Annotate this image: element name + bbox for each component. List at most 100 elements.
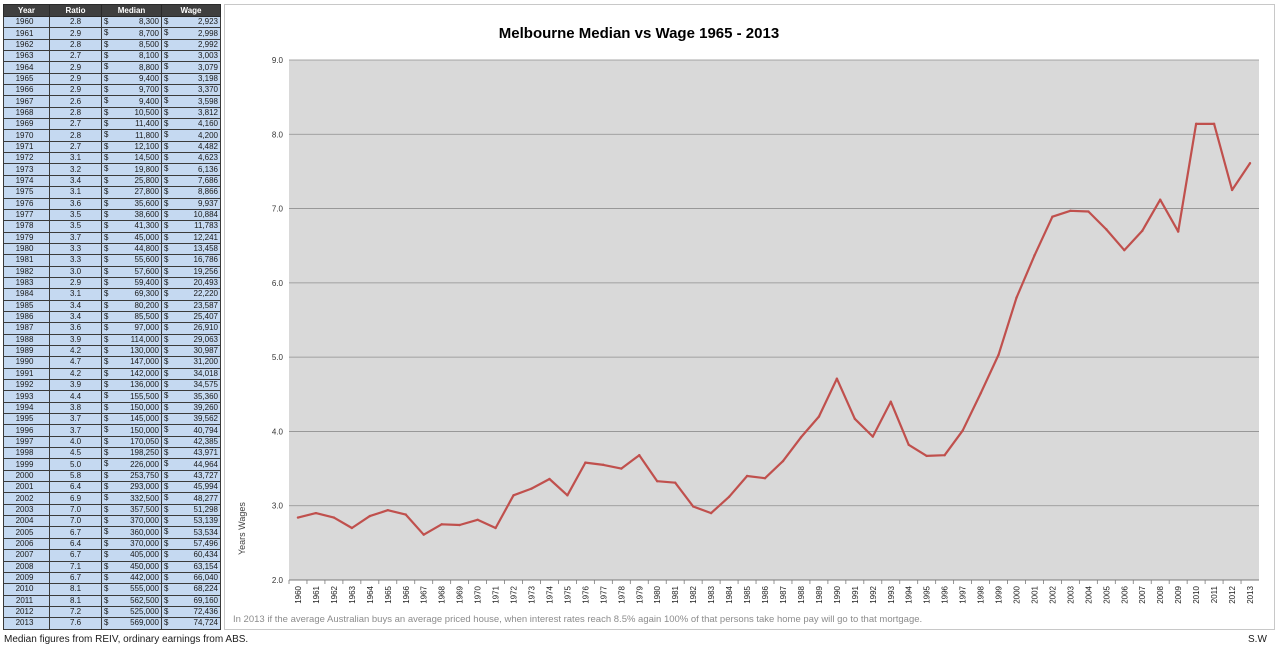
cell-value: 31,200	[193, 357, 218, 367]
cell-wage: $8,866	[161, 186, 221, 199]
cell-value: 2,992	[197, 39, 218, 49]
currency-symbol: $	[164, 414, 169, 424]
currency-symbol: $	[104, 584, 109, 594]
currency-symbol: $	[104, 470, 109, 480]
table-row: 2008 7.1 $450,000 $63,154	[3, 560, 221, 573]
cell-ratio: 2.9	[49, 84, 102, 97]
cell-value: 60,434	[193, 550, 218, 560]
cell-wage: $10,884	[161, 208, 221, 222]
y-tick-label: 9.0	[272, 56, 284, 65]
cell-median: $170,050	[101, 435, 162, 449]
currency-symbol: $	[164, 289, 169, 299]
cell-value: 170,050	[130, 436, 159, 446]
cell-median: $69,300	[101, 288, 162, 301]
cell-wage: $4,160	[161, 118, 221, 131]
currency-symbol: $	[104, 493, 109, 503]
currency-symbol: $	[104, 504, 109, 514]
x-tick-label: 1960	[294, 585, 303, 603]
cell-value: 22,220	[193, 289, 218, 299]
currency-symbol: $	[164, 391, 169, 401]
cell-median: $59,400	[101, 276, 162, 290]
cell-median: $45,000	[101, 231, 162, 244]
cell-value: 39,562	[193, 414, 218, 424]
currency-symbol: $	[164, 618, 169, 628]
cell-ratio: 5.0	[49, 458, 102, 471]
currency-symbol: $	[164, 368, 169, 378]
cell-value: 68,224	[193, 584, 218, 594]
cell-wage: $25,407	[161, 310, 221, 324]
x-tick-label: 1992	[869, 585, 878, 603]
table-row: 1968 2.8 $10,500 $3,812	[3, 106, 221, 120]
y-tick-label: 6.0	[272, 279, 284, 288]
cell-year: 2000	[3, 469, 50, 483]
cell-ratio: 4.2	[49, 344, 102, 358]
currency-symbol: $	[104, 141, 109, 151]
currency-symbol: $	[104, 175, 109, 185]
currency-symbol: $	[164, 277, 169, 287]
x-tick-label: 1961	[312, 585, 321, 603]
cell-year: 1961	[3, 27, 50, 40]
cell-value: 74,724	[193, 618, 218, 628]
cell-value: 332,500	[130, 493, 159, 503]
data-point	[979, 392, 982, 395]
cell-ratio: 6.4	[49, 481, 102, 494]
currency-symbol: $	[164, 198, 169, 208]
cell-year: 1984	[3, 288, 50, 301]
data-point	[620, 467, 623, 470]
cell-ratio: 4.2	[49, 367, 102, 381]
cell-median: $405,000	[101, 549, 162, 562]
cell-year: 1968	[3, 106, 50, 120]
currency-symbol: $	[104, 482, 109, 492]
currency-symbol: $	[164, 538, 169, 548]
cell-wage: $4,623	[161, 152, 221, 165]
cell-wage: $9,937	[161, 197, 221, 210]
table-row: 1990 4.7 $147,000 $31,200	[3, 356, 221, 369]
cell-year: 1974	[3, 174, 50, 188]
cell-median: $8,800	[101, 61, 162, 74]
data-point	[1230, 188, 1234, 192]
table-row: 1974 3.4 $25,800 $7,686	[3, 174, 221, 188]
cell-wage: $34,018	[161, 367, 221, 381]
cell-median: $8,300	[101, 15, 162, 29]
data-point	[1087, 210, 1090, 213]
cell-value: 155,500	[130, 391, 159, 401]
y-tick-label: 8.0	[272, 130, 284, 139]
cell-wage: $68,224	[161, 583, 221, 596]
table-row: 1977 3.5 $38,600 $10,884	[3, 208, 221, 222]
table-row: 1995 3.7 $145,000 $39,562	[3, 413, 221, 426]
currency-symbol: $	[104, 606, 109, 616]
y-tick-labels: 2.0 3.0 4.0 5.0 6.0 7.0 8.0 9.0	[272, 56, 284, 585]
cell-median: $41,300	[101, 220, 162, 233]
cell-value: 44,964	[193, 459, 218, 469]
cell-value: 39,260	[193, 402, 218, 412]
cell-median: $450,000	[101, 560, 162, 573]
table-row: 1961 2.9 $8,700 $2,998	[3, 27, 221, 40]
data-point	[745, 474, 749, 478]
cell-ratio: 7.1	[49, 560, 102, 573]
table-body: 1960 2.8 $8,300 $2,923 1961 2.9 $8,700 $2,998 19…	[3, 15, 221, 630]
cell-wage: $34,575	[161, 378, 221, 392]
cell-value: 360,000	[130, 527, 159, 537]
cell-year: 1979	[3, 231, 50, 244]
currency-symbol: $	[164, 17, 169, 26]
data-point	[1248, 162, 1252, 165]
cell-median: $9,400	[101, 72, 162, 86]
table-row: 1978 3.5 $41,300 $11,783	[3, 220, 221, 233]
x-tick-label: 1963	[348, 585, 357, 603]
data-point	[548, 477, 551, 481]
cell-ratio: 6.7	[49, 526, 102, 539]
cell-year: 1970	[3, 129, 50, 142]
cell-wage: $29,063	[161, 333, 221, 346]
table-row: 2009 6.7 $442,000 $66,040	[3, 571, 221, 585]
table-row: 2007 6.7 $405,000 $60,434	[3, 549, 221, 562]
currency-symbol: $	[164, 62, 169, 72]
currency-symbol: $	[164, 221, 169, 231]
footer-source-note: Median figures from REIV, ordinary earni…	[4, 634, 249, 645]
cell-value: 525,000	[130, 607, 159, 617]
currency-symbol: $	[104, 618, 109, 628]
cell-year: 1981	[3, 254, 50, 267]
cell-wage: $63,154	[161, 560, 221, 573]
currency-symbol: $	[104, 345, 109, 355]
cell-year: 1971	[3, 140, 50, 154]
gridlines	[289, 59, 1259, 581]
